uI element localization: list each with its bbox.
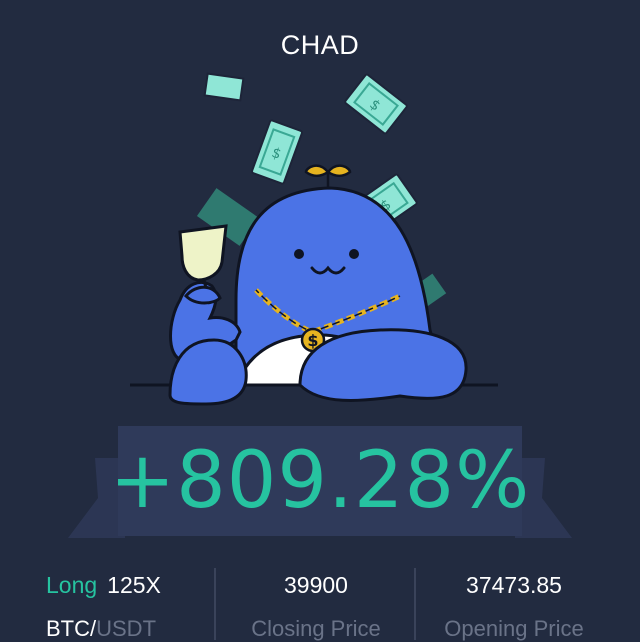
pnl-percentage: +809.28% [109, 436, 531, 526]
trading-pair: BTC/USDT [46, 616, 156, 642]
mascot-illustration: $ $ $ $ [130, 72, 498, 406]
trade-stats: Long 125X BTC/USDT 39900 Closing Price 37… [0, 560, 640, 642]
page-title: CHAD [280, 30, 360, 60]
pair-base: BTC [46, 616, 90, 641]
column-divider [414, 568, 416, 640]
banknote-icon [203, 72, 245, 102]
leverage-value: 125X [107, 572, 161, 598]
position-side: Long [46, 572, 98, 598]
pair-separator: / [90, 616, 97, 641]
closing-price-column: 39900 Closing Price [216, 560, 416, 641]
banknote-icon: $ [251, 119, 303, 185]
opening-price-column: 37473.85 Opening Price [416, 560, 612, 641]
closing-price-value: 39900 [284, 572, 348, 598]
banknote-icon: $ [344, 73, 408, 135]
closing-price-label: Closing Price [251, 616, 381, 641]
position-column: Long 125X BTC/USDT [20, 560, 200, 642]
opening-price-label: Opening Price [444, 616, 584, 641]
column-divider [214, 568, 216, 640]
pair-quote: USDT [96, 616, 157, 641]
opening-price-value: 37473.85 [466, 572, 562, 598]
pnl-ribbon-banner [68, 426, 572, 538]
svg-text:$: $ [307, 331, 318, 350]
